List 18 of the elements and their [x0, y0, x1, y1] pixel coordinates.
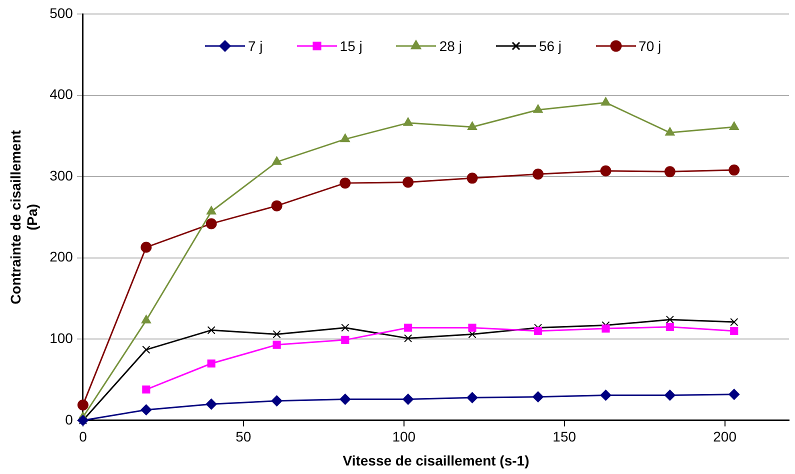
- y-tick-label: 400: [50, 86, 74, 102]
- x-tick-label: 50: [236, 428, 252, 445]
- x-axis-title: Vitesse de cisaillement (s-1): [342, 452, 530, 468]
- y-tick-label: 200: [50, 248, 74, 265]
- legend-label: 56 j: [538, 38, 562, 54]
- y-tick-label: 100: [50, 330, 74, 346]
- y-tick-label: 500: [50, 4, 74, 21]
- x-tick-label: 100: [392, 428, 416, 445]
- y-tick-label: 300: [50, 167, 74, 184]
- x-tick-label: 200: [713, 428, 737, 445]
- y-tick-label: 0: [65, 411, 74, 428]
- y-axis-title: Contrainte de cisaillement (Pa): [7, 130, 40, 304]
- legend-label: 7 j: [248, 38, 263, 54]
- x-tick-label: 0: [79, 428, 88, 445]
- legend-label: 28 j: [439, 38, 462, 54]
- x-tick-label: 150: [552, 428, 576, 445]
- legend-label: 70 j: [638, 38, 662, 54]
- legend-label: 15 j: [340, 38, 362, 54]
